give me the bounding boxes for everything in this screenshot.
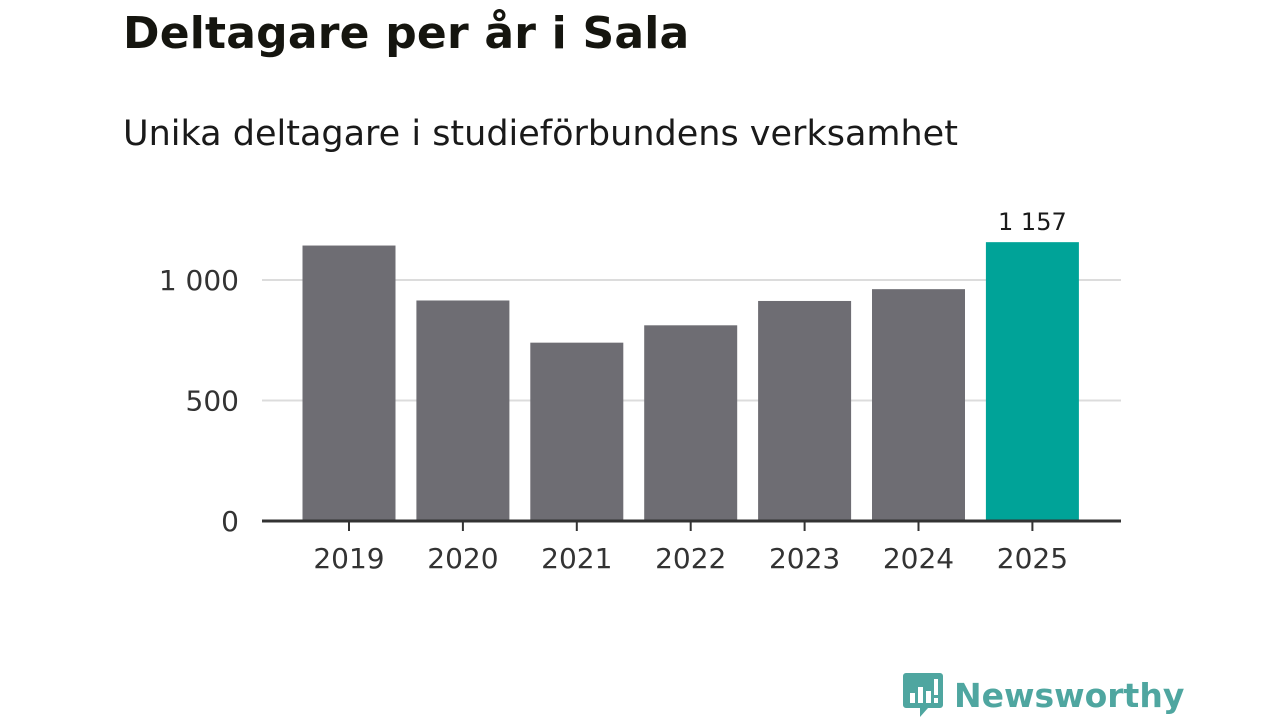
x-tick-label: 2021 (541, 542, 612, 575)
x-tick-label: 2025 (997, 542, 1068, 575)
x-tick-label: 2020 (427, 542, 498, 575)
bar-2025 (985, 242, 1079, 521)
bar-2020 (416, 300, 510, 521)
data-label: 1 157 (998, 208, 1067, 236)
chart-subtitle: Unika deltagare i studieförbundens verks… (123, 114, 958, 154)
bar-2023 (758, 300, 852, 521)
bar-2019 (302, 245, 396, 522)
y-tick-label: 500 (186, 385, 239, 418)
y-tick-label: 1 000 (159, 264, 239, 297)
bar-2021 (530, 342, 624, 521)
bar-chart-bubble-icon (903, 673, 943, 717)
y-tick-label: 0 (221, 505, 239, 538)
bar-2022 (644, 325, 738, 521)
x-tick-label: 2023 (769, 542, 840, 575)
newsworthy-logo: Newsworthy (902, 670, 1184, 720)
chart-title: Deltagare per år i Sala (123, 8, 690, 59)
bar-2024 (872, 289, 965, 521)
x-tick-label: 2024 (883, 542, 954, 575)
brand-name: Newsworthy (954, 675, 1185, 715)
x-tick-label: 2022 (655, 542, 726, 575)
x-tick-label: 2019 (313, 542, 384, 575)
